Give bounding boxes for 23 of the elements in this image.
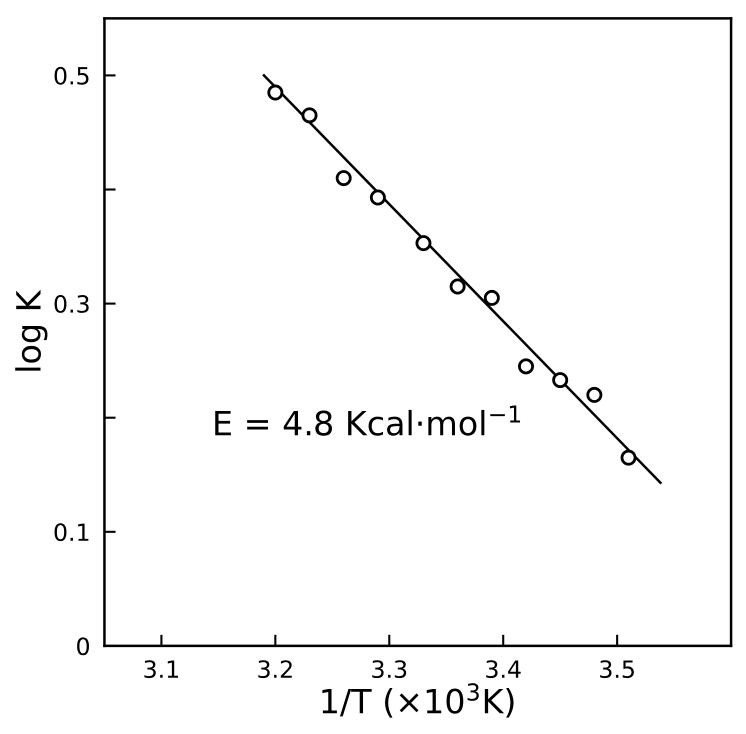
point (336, 170, 352, 186)
point (552, 372, 568, 388)
point (302, 107, 318, 124)
point (370, 190, 386, 206)
y-tick-label: 0.3 (54, 295, 89, 313)
y-tick-label: 0 (77, 637, 89, 656)
y-tick-label: 0.5 (54, 66, 88, 85)
point (415, 235, 432, 252)
y-axis-title: log K (15, 290, 48, 371)
point (267, 84, 284, 100)
x-tick-label: 3.1 (144, 660, 178, 678)
point (450, 278, 466, 294)
x-tick-label: 3.3 (372, 660, 406, 678)
point (586, 386, 602, 403)
annotation: E = 4.8 Kcal·mol$^{−1}$ (215, 405, 520, 436)
point (484, 290, 500, 306)
x-tick-label: 3.5 (600, 660, 634, 678)
y-tick-label: 0.1 (54, 523, 88, 542)
x-tick-label: 3.4 (486, 660, 521, 678)
point (620, 450, 637, 466)
x-axis-title: 1/T (×10$^{3}$K) (322, 683, 514, 718)
x-tick-label: 3.2 (258, 660, 292, 678)
point (518, 358, 534, 374)
